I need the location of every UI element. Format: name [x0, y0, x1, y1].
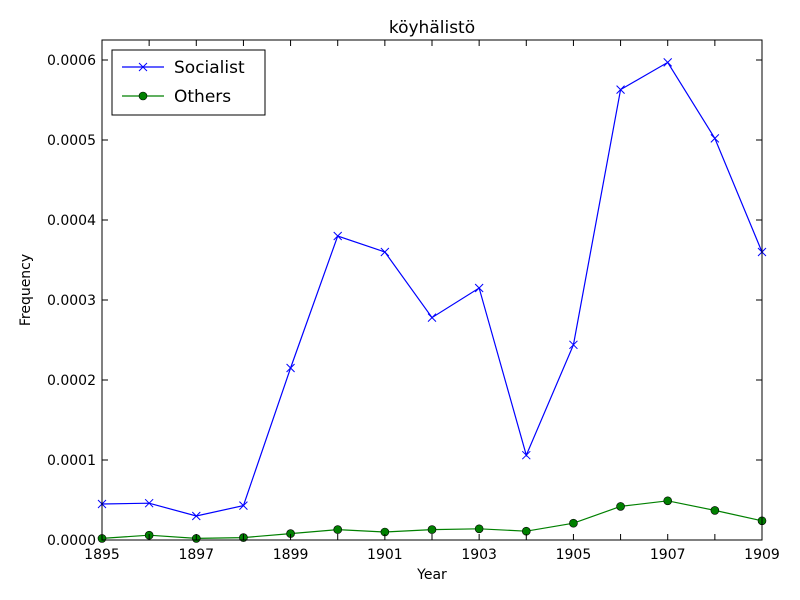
y-tick-label: 0.0003: [47, 293, 96, 309]
x-tick-label: 1895: [84, 547, 120, 563]
data-point-socialist: [474, 283, 484, 293]
legend-entry-socialist: Socialist: [122, 58, 245, 78]
legend: Socialist Others: [111, 49, 266, 116]
marker-stroke: [569, 340, 578, 350]
y-tick-label: 0.0002: [47, 373, 96, 389]
y-tick-label: 0.0000: [47, 533, 96, 549]
data-point-others: [427, 525, 437, 534]
marker-stroke: [427, 313, 437, 322]
x-tick-label: 1901: [367, 547, 403, 563]
legend-marker: [138, 91, 148, 101]
legend-box: [111, 49, 266, 116]
x-tick-label: 1899: [273, 547, 309, 563]
y-tick-label: 0.0005: [47, 133, 96, 149]
marker-stroke: [616, 85, 625, 94]
data-point-others: [333, 525, 343, 534]
x-axis-title: Year: [416, 567, 447, 583]
data-point-socialist: [333, 231, 343, 241]
marker-stroke: [710, 134, 720, 143]
data-point-socialist: [427, 313, 437, 322]
y-tick-label: 0.0001: [47, 453, 96, 469]
y-tick-label: 0.0006: [47, 53, 96, 69]
data-point-others: [616, 502, 625, 511]
marker-stroke: [286, 363, 295, 373]
marker-stroke: [663, 58, 673, 67]
data-point-others: [663, 496, 673, 506]
legend-marker: [138, 62, 148, 72]
legend-label: Others: [174, 87, 231, 107]
data-point-socialist: [663, 58, 673, 67]
data-point-socialist: [710, 134, 720, 143]
chart-title: köyhälistö: [389, 18, 475, 38]
data-point-socialist: [239, 501, 248, 510]
data-point-others: [569, 518, 578, 528]
y-axis-title: Frequency: [18, 254, 34, 326]
legend-label: Socialist: [174, 58, 245, 78]
data-point-socialist: [286, 363, 295, 373]
marker-stroke: [380, 247, 390, 257]
marker-stroke: [333, 231, 343, 241]
data-point-socialist: [616, 85, 625, 94]
y-tick-label: 0.0004: [47, 213, 96, 229]
x-tick-label: 1903: [461, 547, 497, 563]
data-point-socialist: [569, 340, 578, 350]
marker-stroke: [474, 283, 484, 293]
marker-stroke: [191, 511, 201, 521]
plot-area: 1895 1897 1899 1901 1903 1905 1907 1909 0.0000 0.…: [47, 39, 780, 563]
data-point-socialist: [144, 498, 154, 508]
legend-entry-others: Others: [122, 87, 231, 107]
x-tick-label: 1909: [744, 547, 780, 563]
data-point-others: [710, 506, 720, 515]
marker-stroke: [239, 501, 248, 510]
data-point-socialist: [521, 450, 531, 460]
x-tick-label: 1897: [178, 547, 214, 563]
marker-stroke: [144, 498, 154, 508]
x-tick-label: 1907: [650, 547, 686, 563]
data-point-others: [474, 524, 484, 534]
x-tick-label: 1905: [556, 547, 592, 563]
marker-stroke: [521, 450, 531, 460]
data-point-socialist: [380, 247, 390, 257]
data-point-socialist: [191, 511, 201, 521]
